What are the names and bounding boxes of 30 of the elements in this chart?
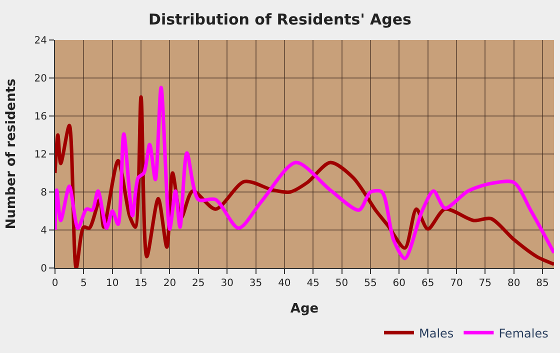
x-tick-label: 80 [507,278,520,289]
chart-title: Distribution of Residents' Ages [148,10,412,29]
x-tick-label: 65 [421,278,434,289]
x-tick-label: 85 [536,278,549,289]
x-tick-label: 30 [220,278,234,289]
x-tick-label: 20 [163,278,176,289]
x-tick-label: 0 [52,278,58,289]
x-tick-label: 75 [478,278,492,289]
x-tick-label: 25 [192,278,205,289]
x-tick-label: 70 [450,278,463,289]
y-tick-label: 0 [40,264,47,274]
x-tick-label: 40 [278,278,291,289]
y-tick-label: 16 [34,112,47,122]
x-tick-label: 15 [134,278,148,289]
y-tick-label: 12 [34,150,47,160]
y-tick-label: 8 [40,188,47,198]
y-axis-title: Number of residents [4,78,20,230]
x-tick-label: 55 [364,278,377,289]
y-tick-label: 20 [34,74,47,84]
y-tick-label: 4 [40,226,47,236]
x-tick-label: 5 [80,278,87,289]
x-tick-label: 35 [249,278,262,289]
x-tick-label: 50 [335,278,348,289]
legend-label: Males [419,326,454,340]
x-tick-label: 45 [306,278,320,289]
legend-label: Females [498,326,548,340]
x-tick-label: 60 [392,278,406,289]
x-tick-label: 10 [106,278,119,289]
y-tick-label: 24 [34,36,47,46]
x-axis-title: Age [290,302,319,317]
